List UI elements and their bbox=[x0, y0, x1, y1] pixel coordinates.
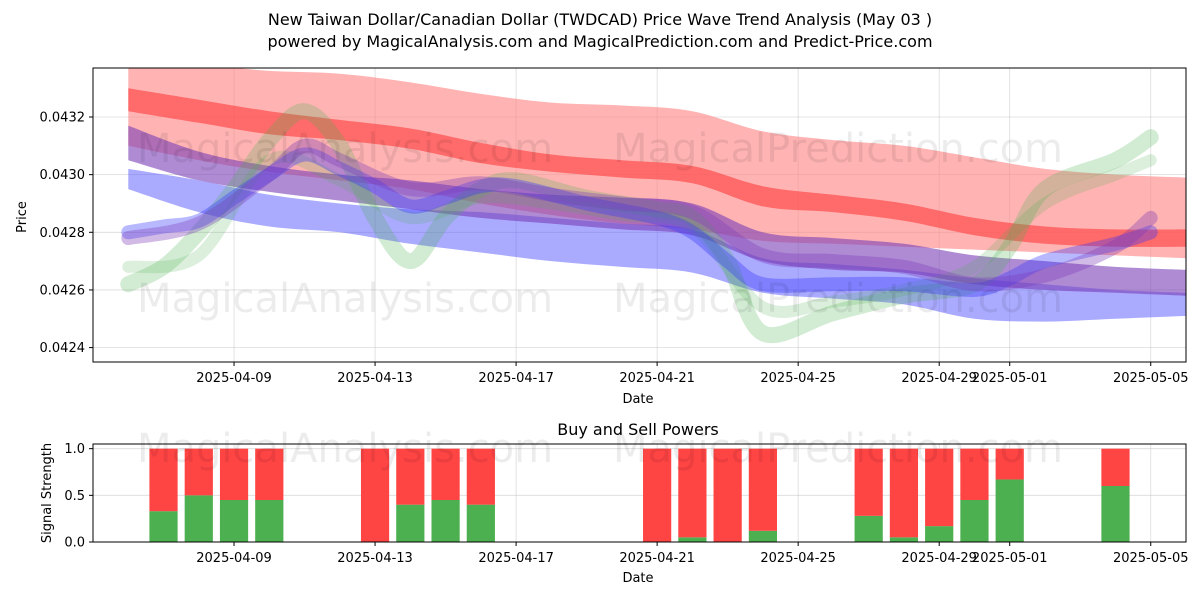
price-xtick-label: 2025-04-17 bbox=[478, 371, 554, 386]
price-xticks: 2025-04-09 2025-04-13 2025-04-17 2025-04-21… bbox=[196, 362, 1189, 386]
sell-bar bbox=[149, 448, 178, 512]
watermark-prediction-top-2: MagicalPrediction.com bbox=[613, 276, 1063, 322]
buy-bar bbox=[219, 500, 249, 542]
watermark-analysis-top-2: MagicalAnalysis.com bbox=[137, 276, 553, 322]
wave-blue-wave bbox=[121, 147, 1158, 297]
powers-ytick-label: 0.0 bbox=[64, 536, 85, 551]
watermark-analysis-top-1: MagicalAnalysis.com bbox=[137, 126, 553, 172]
buy-bar bbox=[678, 537, 707, 542]
price-ytick-label: 0.0428 bbox=[40, 226, 86, 241]
buy-bar bbox=[748, 530, 778, 542]
price-ylabel: Price bbox=[15, 201, 30, 233]
powers-xlabel: Date bbox=[622, 571, 653, 586]
wave-purple-wave bbox=[121, 138, 1158, 292]
sell-bar bbox=[889, 448, 919, 538]
price-ytick-label: 0.0432 bbox=[40, 111, 86, 126]
figure-title-line2: powered by MagicalAnalysis.com and Magic… bbox=[267, 32, 932, 51]
sell-bar bbox=[995, 448, 1024, 480]
powers-xtick-label: 2025-04-13 bbox=[337, 551, 413, 566]
price-xtick-label: 2025-04-21 bbox=[619, 371, 695, 386]
price-yticks: 0.0424 0.0426 0.0428 0.0430 0.0432 bbox=[40, 111, 93, 356]
powers-axes-frame bbox=[92, 443, 1187, 543]
powers-xtick-label: 2025-04-17 bbox=[478, 551, 554, 566]
sell-bar bbox=[925, 448, 954, 527]
sell-bar bbox=[854, 448, 883, 516]
sell-bar bbox=[431, 448, 460, 500]
price-ytick-label: 0.0426 bbox=[40, 283, 86, 298]
price-ytick-label: 0.0430 bbox=[40, 168, 86, 183]
powers-chart: Buy and Sell Powers MagicalAnalysis.com … bbox=[40, 420, 1189, 586]
powers-ylabel: Signal Strength bbox=[40, 443, 55, 543]
sell-bar bbox=[360, 448, 390, 542]
price-xtick-label: 2025-04-25 bbox=[760, 371, 836, 386]
sell-bar bbox=[396, 448, 425, 505]
price-xtick-label: 2025-05-01 bbox=[972, 371, 1048, 386]
wave-green-wave bbox=[120, 103, 1159, 343]
buy-bar bbox=[396, 504, 425, 542]
powers-title: Buy and Sell Powers bbox=[557, 420, 719, 439]
buy-bar bbox=[995, 479, 1024, 542]
buy-bar bbox=[1101, 486, 1130, 542]
powers-xtick-label: 2025-04-29 bbox=[901, 551, 977, 566]
sell-bar bbox=[643, 448, 672, 542]
wave-green-wave-2 bbox=[122, 150, 1157, 318]
watermark-prediction-bottom: MagicalPrediction.com bbox=[613, 426, 1063, 472]
band-purple bbox=[128, 125, 1186, 296]
price-xtick-label: 2025-04-29 bbox=[901, 371, 977, 386]
sell-bar bbox=[184, 448, 213, 496]
sell-bar bbox=[713, 448, 742, 542]
buy-bar bbox=[960, 500, 989, 542]
buy-bar bbox=[149, 511, 178, 542]
price-axes-frame bbox=[92, 67, 1187, 363]
powers-xtick-label: 2025-04-25 bbox=[760, 551, 836, 566]
sell-bar bbox=[219, 448, 249, 500]
powers-xtick-label: 2025-05-05 bbox=[1113, 551, 1189, 566]
buy-bar bbox=[255, 500, 284, 542]
price-xtick-label: 2025-05-05 bbox=[1113, 371, 1189, 386]
powers-bars bbox=[149, 448, 1130, 542]
watermark-prediction-top-1: MagicalPrediction.com bbox=[613, 126, 1063, 172]
buy-bar bbox=[854, 515, 883, 542]
buy-bar bbox=[431, 500, 460, 542]
buy-bar bbox=[925, 526, 954, 542]
buy-bar bbox=[889, 537, 919, 542]
powers-xticks: 2025-04-09 2025-04-13 2025-04-17 2025-04-21… bbox=[196, 542, 1189, 566]
price-waves bbox=[120, 103, 1159, 343]
sell-bar bbox=[1101, 448, 1130, 486]
price-ytick-label: 0.0424 bbox=[40, 341, 86, 356]
price-chart: MagicalAnalysis.com MagicalPrediction.co… bbox=[15, 67, 1189, 407]
powers-xtick-label: 2025-04-09 bbox=[196, 551, 272, 566]
sell-bar bbox=[960, 448, 989, 500]
sell-bar bbox=[466, 448, 495, 505]
buy-bar bbox=[184, 495, 213, 542]
price-xtick-label: 2025-04-13 bbox=[337, 371, 413, 386]
band-blue-wide bbox=[128, 168, 1186, 322]
watermark-analysis-bottom: MagicalAnalysis.com bbox=[137, 426, 553, 472]
sell-bar bbox=[255, 448, 284, 500]
price-xtick-label: 2025-04-09 bbox=[196, 371, 272, 386]
powers-ytick-label: 1.0 bbox=[64, 442, 85, 457]
price-xlabel: Date bbox=[622, 392, 653, 407]
buy-bar bbox=[466, 504, 495, 542]
figure-title-line1: New Taiwan Dollar/Canadian Dollar (TWDCA… bbox=[268, 10, 932, 29]
powers-xtick-label: 2025-05-01 bbox=[972, 551, 1048, 566]
sell-bar bbox=[748, 448, 778, 531]
powers-yticks: 0.0 0.5 1.0 bbox=[64, 442, 93, 551]
powers-xtick-label: 2025-04-21 bbox=[619, 551, 695, 566]
powers-ytick-label: 0.5 bbox=[64, 489, 85, 504]
price-bands bbox=[128, 68, 1186, 322]
band-red-narrow bbox=[128, 88, 1186, 247]
sell-bar bbox=[678, 448, 707, 538]
